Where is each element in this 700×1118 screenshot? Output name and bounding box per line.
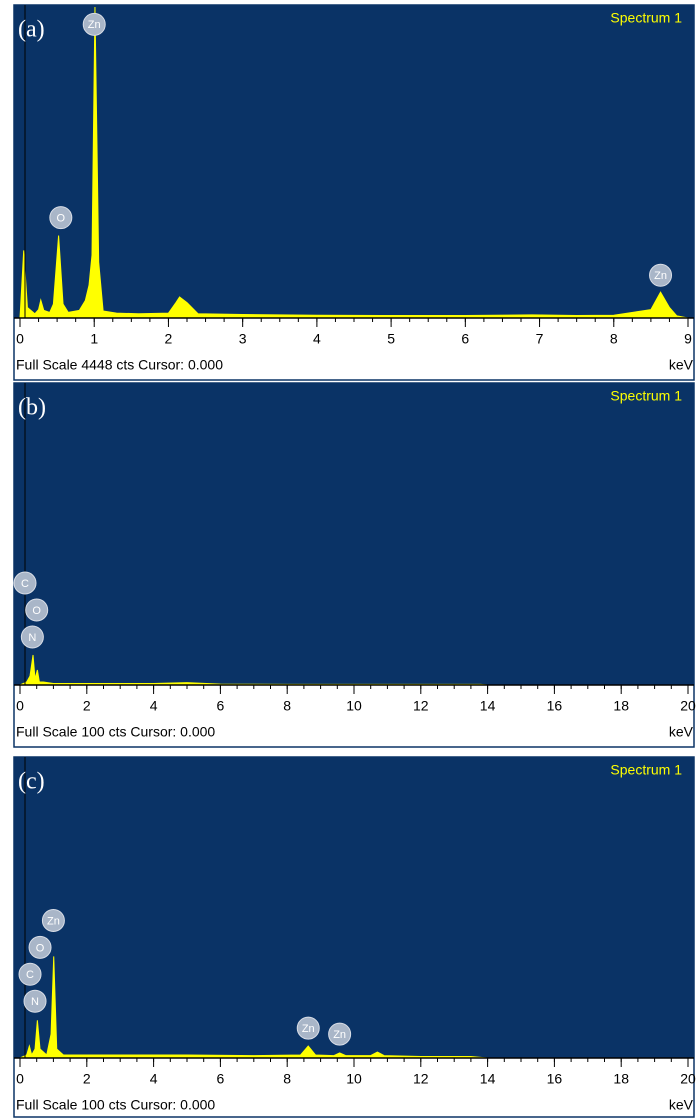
x-tick-label: 14 (480, 698, 496, 714)
footer-text: Full Scale 100 cts Cursor: 0.000 (16, 1097, 215, 1113)
x-tick-label: 2 (83, 1071, 91, 1087)
x-tick-label: 2 (83, 698, 91, 714)
x-tick-label: 5 (387, 331, 395, 347)
panel-label: (a) (18, 17, 45, 43)
peak-label: O (32, 605, 41, 617)
peak-marker (41, 908, 65, 932)
x-tick-label: 6 (461, 331, 469, 347)
peak-label: Zn (654, 270, 667, 282)
footer-text: Full Scale 4448 cts Cursor: 0.000 (16, 357, 223, 373)
peak-label: N (31, 996, 39, 1008)
peak-marker (25, 598, 49, 622)
peak-marker (49, 206, 73, 230)
x-tick-label: 4 (313, 331, 321, 347)
x-tick-label: 16 (547, 698, 563, 714)
spectrum-area (19, 6, 689, 318)
x-tick-label: 1 (90, 331, 98, 347)
spectrum-area (19, 956, 688, 1058)
x-tick-label: 4 (150, 698, 158, 714)
x-tick-label: 0 (16, 698, 24, 714)
peak-label: C (21, 578, 29, 590)
panel-label: (c) (18, 769, 45, 795)
x-unit: keV (669, 1097, 694, 1113)
x-tick-label: 10 (346, 1071, 362, 1087)
x-tick-label: 0 (16, 1071, 24, 1087)
peak-marker (28, 935, 52, 959)
x-tick-label: 6 (217, 698, 225, 714)
x-tick-label: 2 (165, 331, 173, 347)
x-tick-label: 4 (150, 1071, 158, 1087)
peak-marker (20, 625, 44, 649)
x-tick-label: 9 (684, 331, 692, 347)
x-tick-label: 12 (413, 1071, 429, 1087)
spectrum-panel: 0 2 4 6 8 10 12 14 16 18 20 Full Scale 100 cts Curs… (13, 382, 696, 748)
peak-label: Zn (302, 1023, 315, 1035)
peak-label: Zn (47, 915, 60, 927)
peak-label: O (36, 942, 45, 954)
panel-label: (b) (18, 395, 46, 421)
x-tick-label: 10 (346, 698, 362, 714)
peak-marker (13, 571, 37, 595)
x-tick-label: 7 (536, 331, 544, 347)
legend: Spectrum 1 (610, 388, 682, 404)
x-tick-label: 8 (283, 698, 291, 714)
peak-label: Zn (88, 19, 101, 31)
legend: Spectrum 1 (610, 10, 682, 26)
x-tick-label: 3 (239, 331, 247, 347)
spectrum-area (19, 654, 688, 685)
peak-marker (23, 989, 47, 1013)
x-unit: keV (669, 724, 694, 740)
x-tick-label: 0 (16, 331, 24, 347)
x-tick-label: 18 (613, 698, 629, 714)
peak-marker (18, 962, 42, 986)
x-tick-label: 14 (480, 1071, 496, 1087)
peak-marker (82, 12, 106, 36)
peak-marker (649, 263, 673, 287)
plot-background (14, 383, 694, 685)
x-tick-label: 8 (283, 1071, 291, 1087)
spectrum-panel: 0 2 4 6 8 10 12 14 16 18 20 Full Scale 100 cts Curs… (13, 756, 696, 1118)
x-tick-label: 20 (680, 1071, 696, 1087)
x-unit: keV (669, 357, 694, 373)
peak-label: O (57, 213, 66, 225)
spectrum-panel: 0 1 2 3 4 5 6 7 8 9 Full Scale 4448 cts Cursor: 0.… (13, 4, 695, 381)
peak-label: N (28, 632, 36, 644)
x-tick-label: 6 (217, 1071, 225, 1087)
plot-background (14, 757, 694, 1058)
peak-marker (328, 1022, 352, 1046)
x-tick-label: 20 (680, 698, 696, 714)
x-tick-label: 16 (547, 1071, 563, 1087)
peak-label: C (26, 969, 34, 981)
plot-background (14, 5, 694, 318)
x-tick-label: 18 (613, 1071, 629, 1087)
x-tick-label: 8 (610, 331, 618, 347)
legend: Spectrum 1 (610, 762, 682, 778)
x-tick-label: 12 (413, 698, 429, 714)
peak-marker (296, 1016, 320, 1040)
footer-text: Full Scale 100 cts Cursor: 0.000 (16, 724, 215, 740)
peak-label: Zn (333, 1029, 346, 1041)
